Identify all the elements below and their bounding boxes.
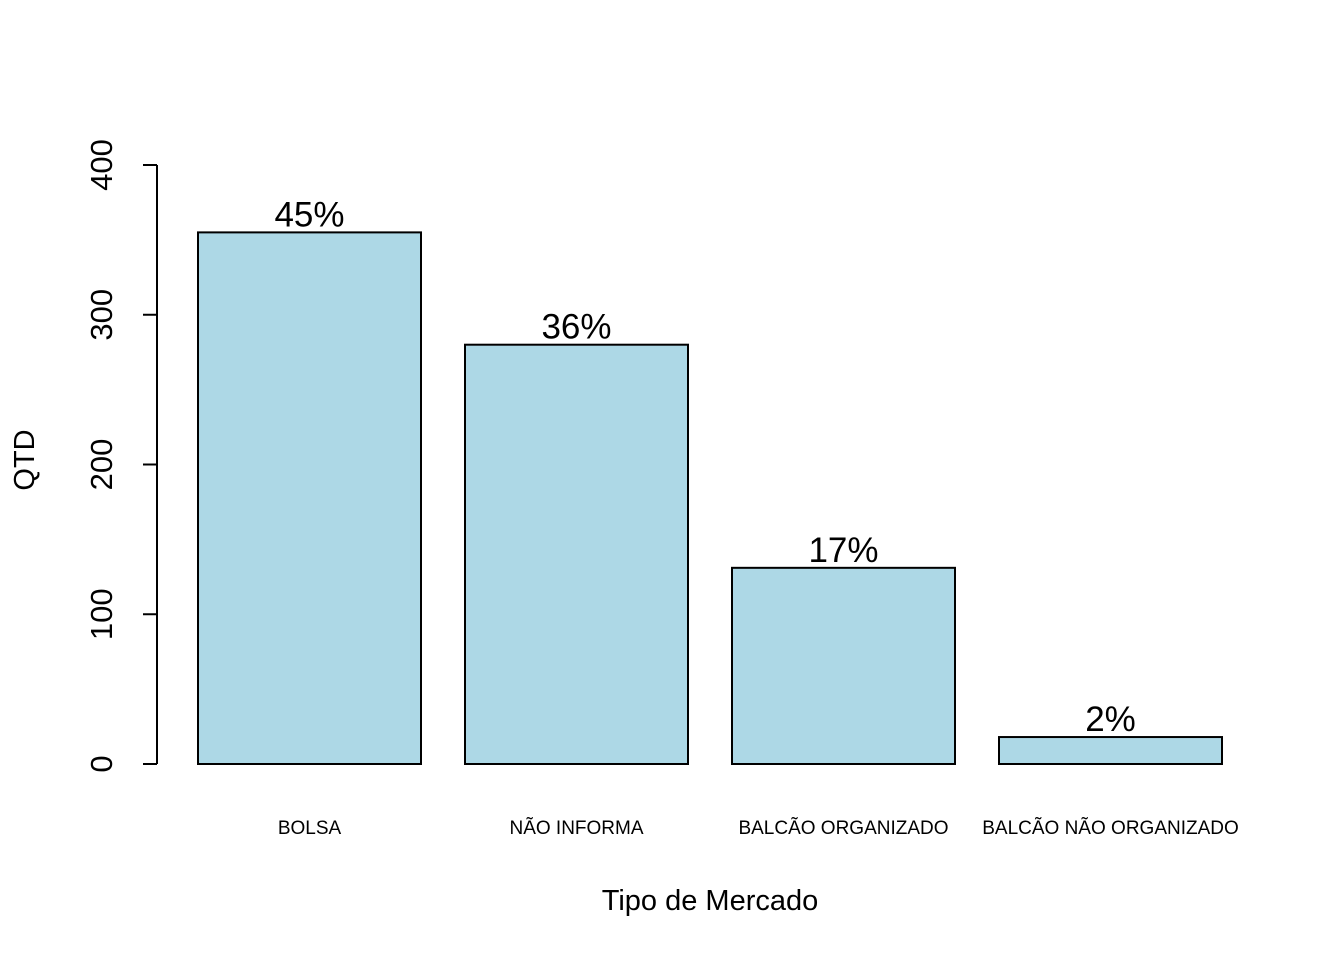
category-labels: BOLSA NÃO INFORMA BALCÃO ORGANIZADO BALCÃO … (278, 817, 1239, 839)
x-category-label: BALCÃO NÃO ORGANIZADO (982, 817, 1239, 839)
y-tick-label: 400 (84, 139, 119, 191)
data-label: 45% (274, 195, 344, 234)
y-tick-label: 200 (84, 439, 119, 491)
y-axis: 0 100 200 300 400 (84, 139, 158, 773)
data-label: 36% (541, 308, 611, 347)
bars (197, 231, 1223, 766)
y-tick-label: 0 (84, 755, 119, 772)
bar (464, 343, 689, 765)
x-category-label: BALCÃO ORGANIZADO (738, 817, 948, 839)
x-axis-title: Tipo de Mercado (602, 885, 819, 917)
bar (998, 736, 1223, 765)
y-tick-label: 100 (84, 588, 119, 640)
data-labels: 45% 36% 17% 2% (274, 195, 1135, 739)
data-label: 2% (1085, 700, 1136, 739)
y-tick-label: 300 (84, 289, 119, 341)
bar (731, 566, 956, 766)
bar (197, 231, 422, 765)
data-label: 17% (808, 531, 878, 570)
x-category-label: BOLSA (278, 818, 342, 839)
x-category-label: NÃO INFORMA (509, 817, 643, 839)
y-axis-title: QTD (9, 429, 41, 490)
